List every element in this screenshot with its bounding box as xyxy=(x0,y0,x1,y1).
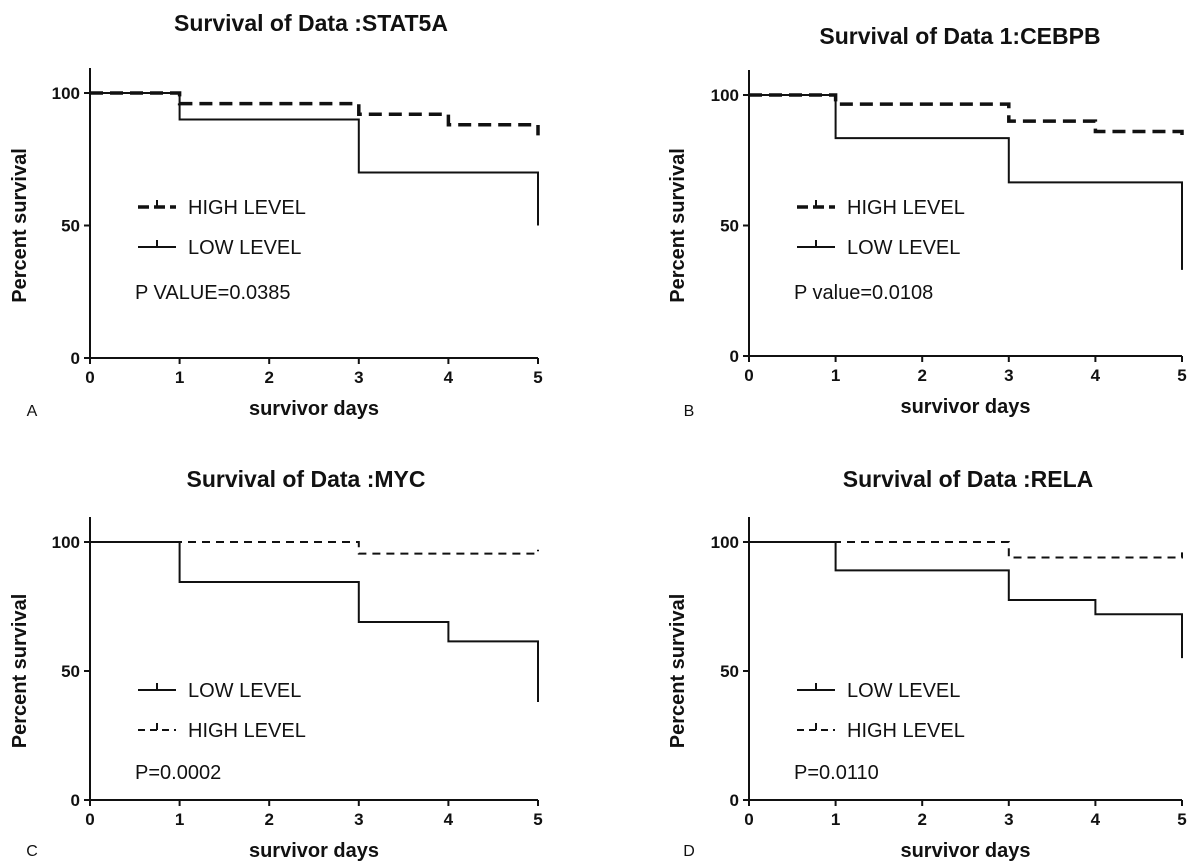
x-tick-label: 4 xyxy=(444,368,454,387)
y-tick-label: 100 xyxy=(711,86,739,105)
x-axis-title: survivor days xyxy=(900,840,1030,862)
x-tick-label: 3 xyxy=(354,368,363,387)
p-value-text: P=0.0002 xyxy=(135,762,221,784)
x-tick-label: 3 xyxy=(1004,366,1013,385)
x-tick-label: 5 xyxy=(533,368,542,387)
x-tick-label: 2 xyxy=(917,366,926,385)
x-tick-label: 5 xyxy=(533,810,542,829)
x-tick-label: 0 xyxy=(85,368,94,387)
legend-label: LOW LEVEL xyxy=(188,237,301,259)
y-tick-label: 0 xyxy=(730,347,739,366)
x-tick-label: 2 xyxy=(264,810,273,829)
x-tick-label: 3 xyxy=(1004,810,1013,829)
y-tick-label: 0 xyxy=(71,791,80,810)
y-tick-label: 0 xyxy=(71,349,80,368)
legend-label: LOW LEVEL xyxy=(847,237,960,259)
x-tick-label: 3 xyxy=(354,810,363,829)
panel-letter: D xyxy=(683,843,695,860)
y-axis-title: Percent survival xyxy=(9,148,31,303)
x-axis-title: survivor days xyxy=(249,840,379,862)
x-tick-label: 4 xyxy=(1091,366,1101,385)
survival-curve-low-level xyxy=(90,541,539,702)
x-tick-label: 1 xyxy=(175,368,184,387)
y-tick-label: 50 xyxy=(720,662,739,681)
legend-label: LOW LEVEL xyxy=(847,680,960,702)
y-tick-label: 0 xyxy=(730,791,739,810)
panel-letter: C xyxy=(26,843,38,860)
legend-label: HIGH LEVEL xyxy=(847,720,965,742)
x-axis-title: survivor days xyxy=(900,396,1030,418)
legend-label: HIGH LEVEL xyxy=(847,197,965,219)
x-tick-label: 2 xyxy=(264,368,273,387)
survival-curve-high-level xyxy=(749,541,1183,559)
x-tick-label: 1 xyxy=(831,366,840,385)
chart-title: Survival of Data :MYC xyxy=(187,466,426,492)
chart-title: Survival of Data 1:CEBPB xyxy=(819,23,1100,49)
x-tick-label: 1 xyxy=(175,810,184,829)
panel-letter: B xyxy=(684,403,695,420)
survival-curve-low-level xyxy=(90,92,539,226)
x-tick-label: 5 xyxy=(1177,366,1186,385)
survival-curve-low-level xyxy=(749,541,1183,659)
legend-label: HIGH LEVEL xyxy=(188,720,306,742)
panel-letter: A xyxy=(27,403,38,420)
x-tick-label: 5 xyxy=(1177,810,1186,829)
y-tick-label: 50 xyxy=(61,662,80,681)
x-tick-label: 2 xyxy=(917,810,926,829)
survival-curve-high-level xyxy=(749,93,1184,142)
y-tick-label: 100 xyxy=(52,533,80,552)
chart-title: Survival of Data :RELA xyxy=(843,466,1094,492)
p-value-text: P=0.0110 xyxy=(794,762,879,784)
y-axis-title: Percent survival xyxy=(667,148,689,303)
chart-title: Survival of Data :STAT5A xyxy=(174,10,448,36)
p-value-text: P value=0.0108 xyxy=(794,282,933,304)
y-tick-label: 50 xyxy=(61,217,80,236)
survival-curve-low-level xyxy=(749,94,1183,270)
y-axis-title: Percent survival xyxy=(667,594,689,749)
legend-label: HIGH LEVEL xyxy=(188,197,306,219)
y-tick-label: 50 xyxy=(720,217,739,236)
y-tick-label: 100 xyxy=(52,84,80,103)
survival-curve-high-level xyxy=(90,541,539,555)
p-value-text: P VALUE=0.0385 xyxy=(135,282,291,304)
x-tick-label: 0 xyxy=(744,366,753,385)
x-tick-label: 4 xyxy=(1091,810,1101,829)
x-tick-label: 0 xyxy=(85,810,94,829)
survival-curve-high-level xyxy=(90,91,540,136)
y-tick-label: 100 xyxy=(711,533,739,552)
x-axis-title: survivor days xyxy=(249,398,379,420)
legend-label: LOW LEVEL xyxy=(188,680,301,702)
x-tick-label: 0 xyxy=(744,810,753,829)
x-tick-label: 4 xyxy=(444,810,454,829)
x-tick-label: 1 xyxy=(831,810,840,829)
y-axis-title: Percent survival xyxy=(9,594,31,749)
